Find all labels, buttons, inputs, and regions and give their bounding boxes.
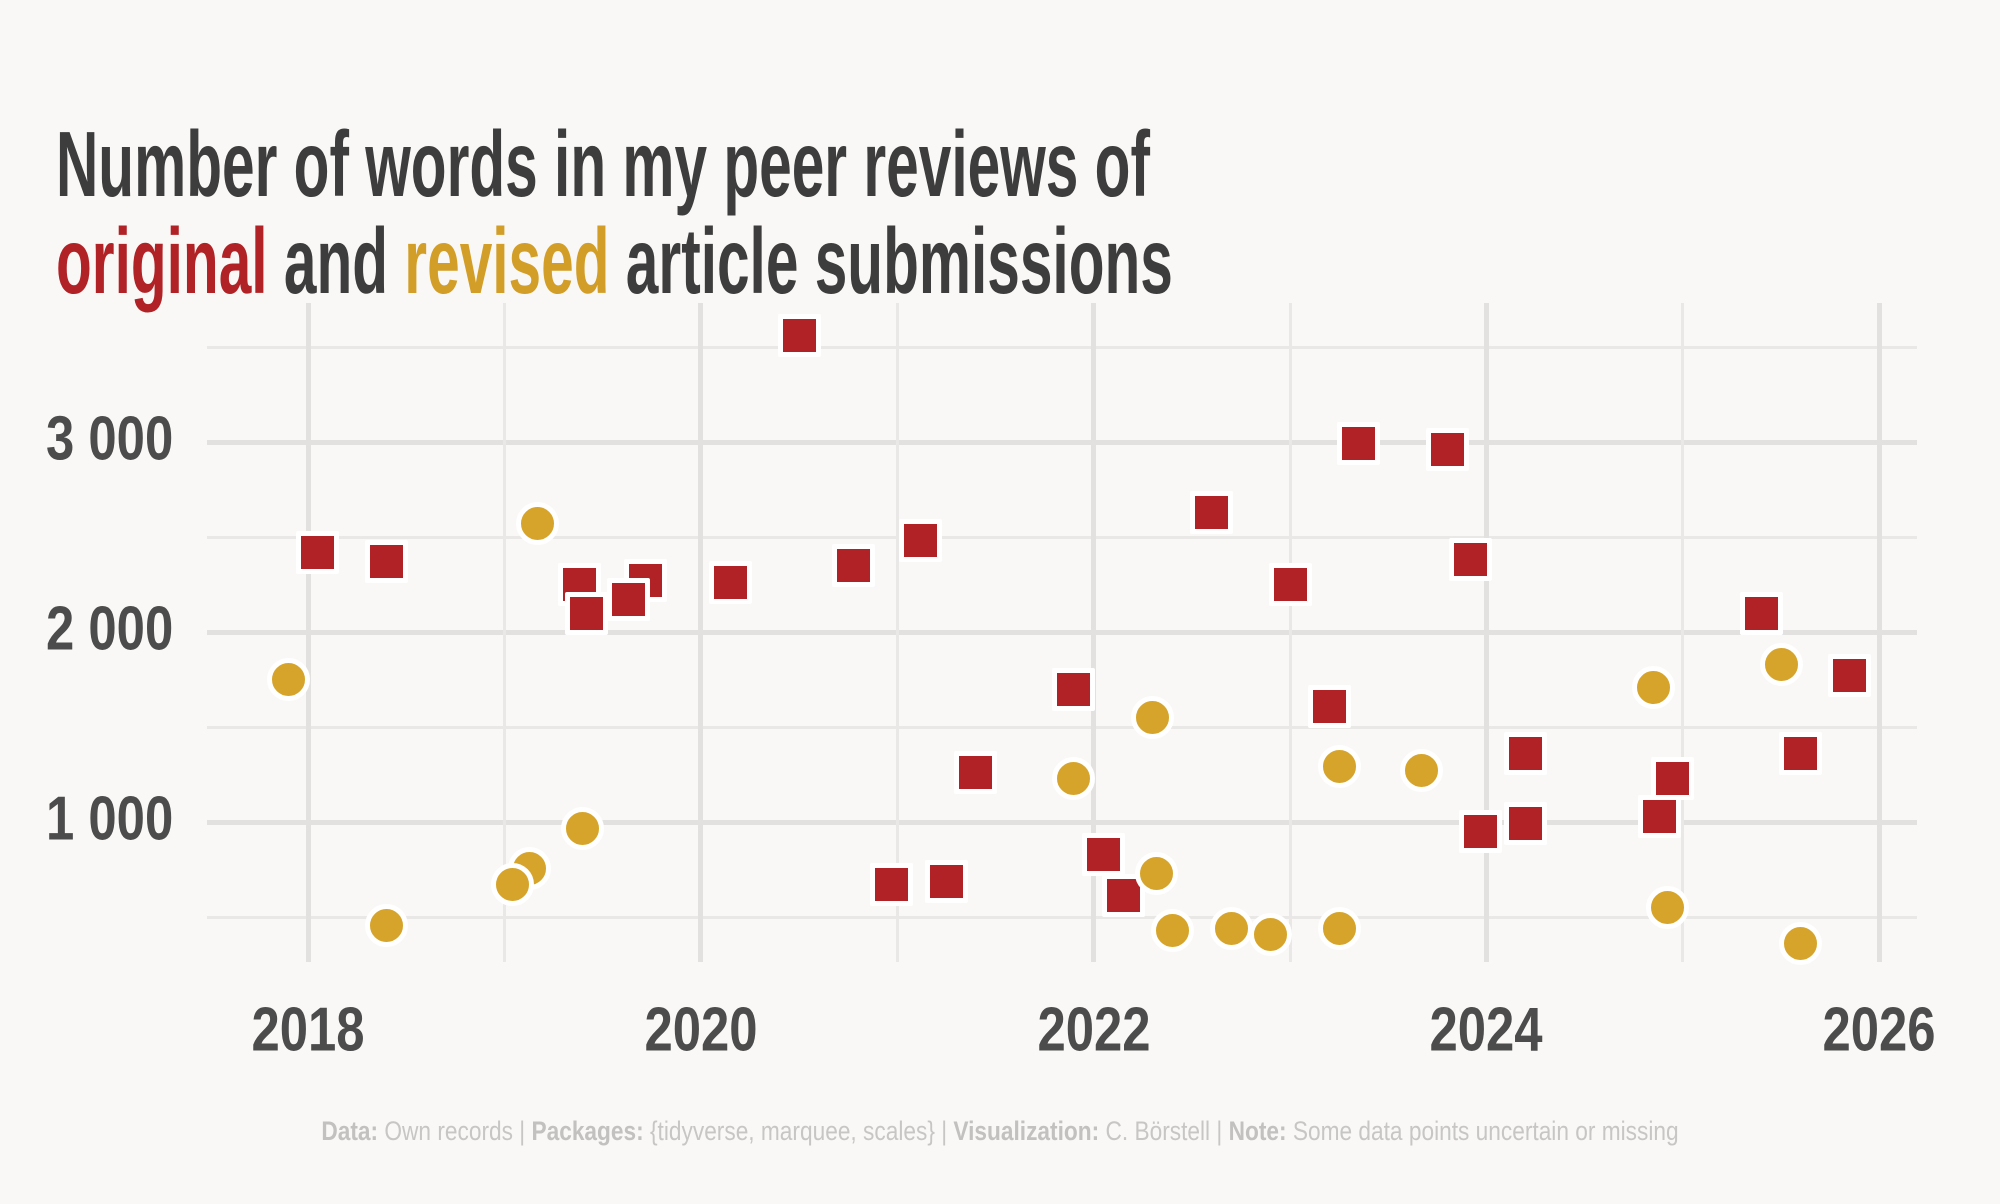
data-point-original (899, 519, 943, 563)
gridline-h-500 (207, 915, 1917, 919)
data-point-revised (1645, 886, 1689, 929)
caption-text: Own records | (378, 1116, 532, 1146)
data-point-original (1337, 422, 1381, 466)
data-point-revised (1150, 908, 1194, 952)
gridline-v-2019 (502, 303, 506, 962)
data-point-original (1459, 810, 1502, 853)
caption-text: {tidyverse, marquee, scales} | (643, 1116, 954, 1146)
data-point-revised (1759, 642, 1803, 686)
data-point-original (924, 860, 968, 904)
gridline-h-1000 (207, 819, 1917, 825)
data-point-revised (516, 502, 560, 546)
data-point-revised (490, 863, 534, 907)
data-point-original (954, 751, 998, 795)
data-point-revised (1317, 745, 1361, 789)
data-point-revised (1779, 922, 1823, 966)
data-point-revised (1400, 749, 1444, 793)
caption-label: Data: (321, 1116, 379, 1146)
chart-title: Number of words in my peer reviews of ori… (56, 112, 1173, 314)
data-point-original (708, 561, 752, 605)
data-point-original (777, 314, 821, 358)
gridline-v-2020 (698, 303, 704, 962)
data-point-original (565, 591, 609, 635)
data-point-original (1779, 732, 1823, 776)
data-point-original (1307, 684, 1351, 728)
data-point-original (1449, 538, 1493, 582)
gridline-h-2000 (207, 629, 1917, 635)
gridline-h-3000 (207, 439, 1917, 445)
caption-label: Packages: (531, 1116, 644, 1146)
data-point-revised (1248, 912, 1292, 956)
data-point-original (1828, 654, 1872, 698)
x-axis-tick-2024: 2024 (1429, 995, 1543, 1065)
gridline-v-2023 (1288, 303, 1292, 962)
data-point-original (1052, 667, 1096, 711)
data-point-original (1504, 802, 1548, 846)
data-point-revised (365, 904, 409, 948)
gridline-v-2021 (895, 303, 899, 962)
data-point-revised (1134, 851, 1178, 895)
x-axis-tick-2018: 2018 (251, 995, 365, 1065)
y-axis-tick-1000: 1 000 (46, 784, 174, 854)
title-word-revised: revised (404, 209, 610, 314)
gridline-h-1500 (207, 725, 1917, 729)
x-axis-tick-2026: 2026 (1822, 995, 1936, 1065)
gridline-v-2026 (1876, 303, 1882, 962)
gridline-v-2018 (305, 303, 311, 962)
data-point-original (1651, 756, 1695, 800)
title-word-original: original (56, 209, 268, 314)
data-point-revised (1131, 696, 1175, 739)
data-point-original (606, 578, 650, 622)
caption-label: Visualization: (953, 1116, 1100, 1146)
data-point-original (1504, 732, 1548, 776)
gridline-v-2025 (1681, 303, 1685, 962)
data-point-revised (561, 807, 605, 851)
data-point-revised (1631, 665, 1675, 709)
data-point-original (1189, 490, 1233, 534)
gridline-v-2022 (1091, 303, 1097, 962)
caption: Data: Own records | Packages: {tidyverse… (321, 1116, 1678, 1147)
data-point-original (869, 863, 913, 907)
data-point-revised (1052, 756, 1096, 800)
data-point-revised (266, 658, 310, 701)
data-point-revised (1317, 906, 1361, 950)
data-point-original (1637, 794, 1681, 838)
title-line-1: Number of words in my peer reviews of (56, 112, 1150, 217)
x-axis-tick-2022: 2022 (1037, 995, 1151, 1065)
data-point-original (365, 540, 409, 584)
y-axis-tick-2000: 2 000 (46, 594, 174, 664)
y-axis-tick-3000: 3 000 (46, 404, 174, 474)
data-point-original (1739, 591, 1783, 635)
data-point-original (832, 544, 876, 587)
gridline-h-3500 (207, 345, 1917, 349)
caption-text: C. Börstell | (1099, 1116, 1229, 1146)
data-point-original (1425, 428, 1469, 472)
gridline-h-2500 (207, 535, 1917, 539)
gridline-v-2024 (1483, 303, 1489, 962)
data-point-original (1268, 563, 1312, 606)
x-axis-tick-2020: 2020 (644, 995, 758, 1065)
caption-text: Some data points uncertain or missing (1286, 1116, 1679, 1146)
data-point-original (1081, 832, 1125, 876)
data-point-revised (1209, 906, 1253, 950)
data-point-original (296, 530, 340, 574)
caption-label: Note: (1228, 1116, 1287, 1146)
